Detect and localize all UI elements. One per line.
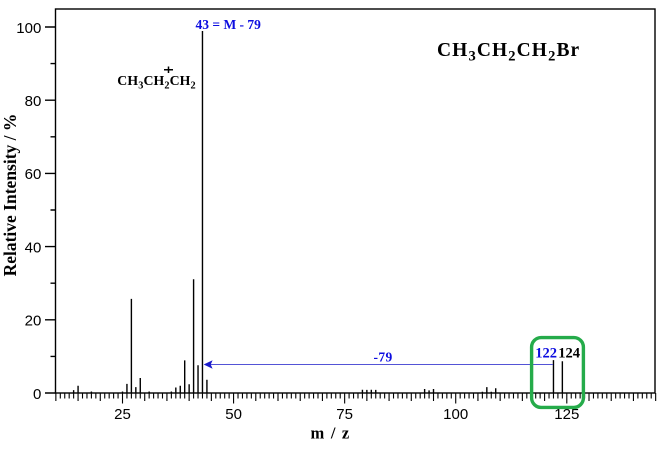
svg-text:80: 80	[25, 93, 42, 110]
svg-text:-79: -79	[374, 350, 393, 365]
svg-text:m / z: m / z	[311, 424, 351, 443]
svg-text:CH3CH2CH2Br: CH3CH2CH2Br	[437, 40, 580, 64]
svg-text:40: 40	[25, 239, 42, 256]
svg-text:50: 50	[225, 406, 242, 423]
svg-text:124: 124	[558, 345, 580, 361]
svg-text:43 = M - 79: 43 = M - 79	[196, 17, 262, 32]
svg-text:100: 100	[16, 20, 41, 37]
svg-text:60: 60	[25, 166, 42, 183]
svg-text:100: 100	[443, 406, 468, 423]
svg-text:Relative Intensity / %: Relative Intensity / %	[0, 114, 20, 277]
svg-text:75: 75	[336, 406, 353, 423]
svg-text:25: 25	[114, 406, 131, 423]
svg-text:122: 122	[535, 345, 557, 361]
svg-text:20: 20	[25, 313, 42, 330]
svg-text:0: 0	[33, 386, 41, 403]
svg-text:125: 125	[554, 406, 579, 423]
svg-text:CH3CH2CH2: CH3CH2CH2	[117, 73, 195, 92]
